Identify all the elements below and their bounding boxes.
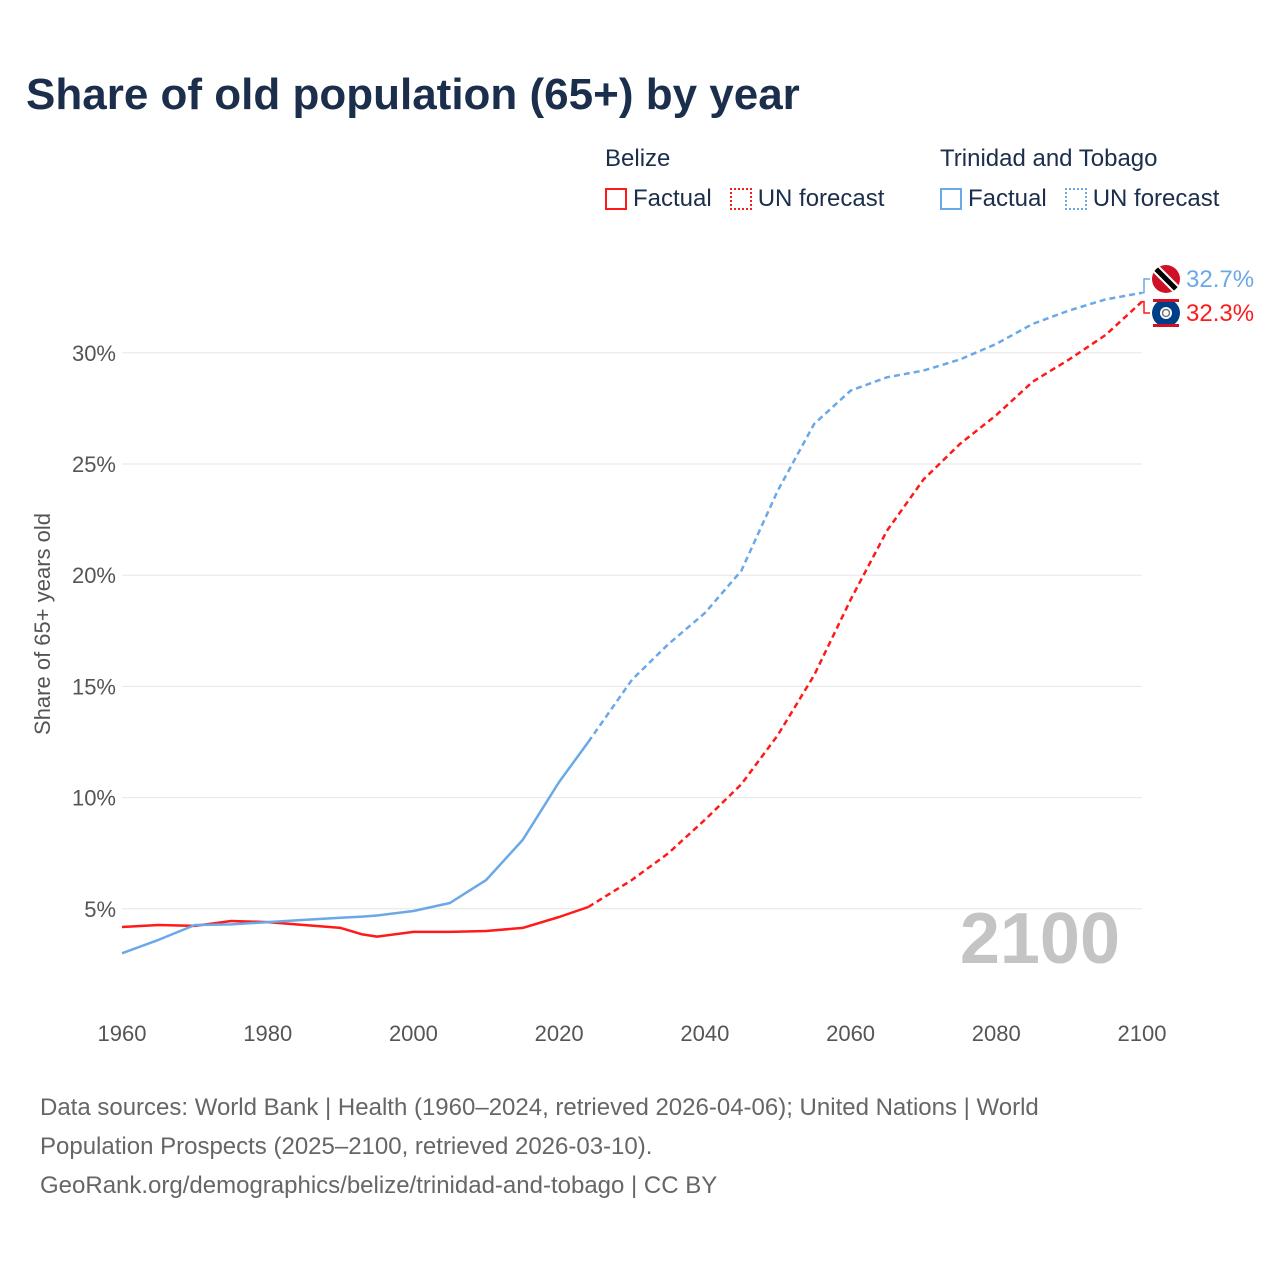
y-tick-label: 25% [72,452,116,477]
swatch-solid-icon [940,188,962,210]
legend-belize-factual[interactable]: Factual [605,185,712,213]
y-axis-label: Share of 65+ years old [30,513,55,735]
x-tick-label: 2020 [535,1021,584,1046]
footer-link[interactable]: GeoRank.org/demographics/belize/trinidad… [40,1172,718,1199]
x-tick-label: 2060 [826,1021,875,1046]
legend-trinidad: Trinidad and Tobago Factual UN forecast [940,145,1219,213]
trinidad-flag-icon [1152,265,1180,293]
belize-end-label: 32.3% [1186,300,1254,327]
x-tick-label: 2080 [972,1021,1021,1046]
legend-label: Factual [968,185,1047,212]
x-tick-label: 1960 [98,1021,147,1046]
series-line-factual [121,741,590,955]
series-line-forecast [587,300,1143,909]
x-tick-label: 2000 [389,1021,438,1046]
legend-country: Belize [605,145,671,172]
footer-sources: Data sources: World Bank | Health (1960–… [40,1088,1039,1205]
footer-line: Population Prospects (2025–2100, retriev… [40,1133,653,1160]
swatch-dotted-icon [729,188,752,210]
swatch-dotted-icon [1064,188,1087,210]
x-tick-label: 2040 [680,1021,729,1046]
legend-country: Trinidad and Tobago [940,145,1158,172]
x-tick-label: 2100 [1118,1021,1167,1046]
end-label-connector [1142,300,1150,314]
y-tick-label: 30% [72,341,116,366]
legend-label: UN forecast [1092,185,1220,212]
y-tick-label: 5% [84,897,116,922]
x-tick-label: 1980 [243,1021,292,1046]
year-watermark: 2100 [960,899,1120,979]
legend-label: Factual [633,185,712,212]
swatch-solid-icon [605,188,627,210]
legend-trinidad-factual[interactable]: Factual [940,185,1047,213]
y-tick-label: 10% [72,786,116,811]
y-tick-label: 20% [72,563,116,588]
end-label-connector [1142,278,1150,294]
y-tick-label: 15% [72,674,116,699]
series-line-factual [121,905,589,938]
footer-line: Data sources: World Bank | Health (1960–… [40,1094,1039,1121]
trinidad-end-label: 32.7% [1186,266,1254,293]
chart-title: Share of old population (65+) by year [26,70,800,119]
belize-flag-icon [1152,299,1180,327]
legend-label: UN forecast [757,185,885,212]
legend-trinidad-forecast[interactable]: UN forecast [1064,185,1220,213]
legend-belize-forecast[interactable]: UN forecast [729,185,885,213]
series-line-forecast [587,291,1143,743]
legend-belize: Belize Factual UN forecast [605,145,884,213]
